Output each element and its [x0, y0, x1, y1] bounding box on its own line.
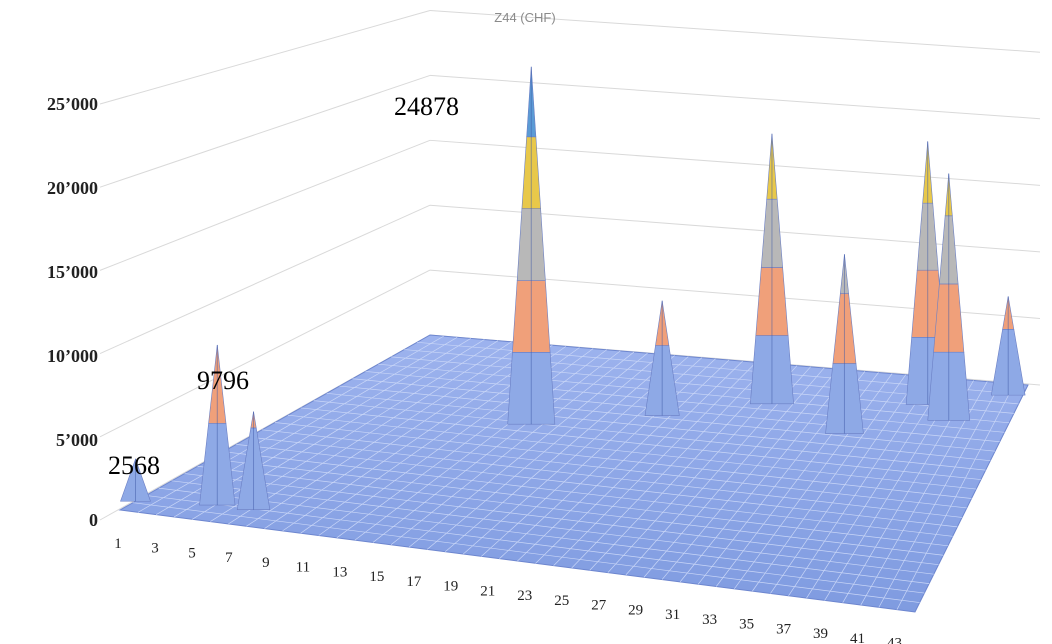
mesh-line [287, 414, 977, 490]
surface-peak [507, 66, 556, 425]
mesh-line [210, 458, 948, 547]
mesh-line [326, 392, 991, 462]
x-tick-label: 13 [332, 564, 347, 580]
x-tick-label: 23 [517, 588, 532, 604]
x-tick-label: 5 [188, 545, 196, 561]
surface-peak [644, 300, 680, 416]
grid-line-left [99, 139, 431, 271]
mesh-line [236, 444, 958, 528]
mesh-line [274, 422, 972, 499]
mesh-line [132, 502, 920, 603]
mesh-line [223, 451, 953, 537]
y-tick-label: 5’000 [56, 430, 98, 450]
y-tick-label: 20’000 [47, 178, 98, 198]
grid-line-back [429, 74, 1041, 120]
mesh-line [313, 400, 986, 471]
surface-peak [199, 344, 236, 506]
x-tick-label: 41 [850, 631, 865, 644]
x-tick-label: 21 [480, 583, 495, 599]
mesh-line [300, 407, 981, 480]
surface-peaks [120, 66, 1026, 510]
grid-line-left [99, 269, 431, 438]
y-tick-label: 0 [89, 510, 98, 530]
surface-peak [120, 458, 151, 502]
x-tick-label: 37 [776, 621, 792, 637]
mesh-line [249, 436, 963, 518]
x-tick-label: 9 [262, 555, 270, 571]
mesh-line [365, 371, 1005, 433]
surface-peak [750, 133, 794, 405]
x-tick-label: 15 [369, 569, 384, 585]
x-tick-label: 3 [151, 541, 159, 557]
x-tick-label: 33 [702, 612, 717, 628]
y-tick-label: 10’000 [47, 346, 98, 366]
surface-peak [825, 254, 864, 434]
chart-title: Z44 (CHF) [494, 10, 555, 25]
x-tick-label: 1 [114, 536, 122, 552]
mesh-line [378, 363, 1010, 424]
grid-line-back [429, 10, 1041, 53]
y-tick-label: 15’000 [47, 262, 98, 282]
x-tick-label: 7 [225, 550, 233, 566]
x-tick-label: 39 [813, 626, 828, 642]
mesh-line [197, 465, 944, 556]
x-tick-label: 25 [554, 593, 569, 609]
mesh-line [145, 495, 925, 594]
data-label: 24878 [394, 92, 459, 121]
data-label: 9796 [197, 366, 249, 395]
mesh-line [262, 429, 967, 509]
mesh-line [158, 487, 930, 584]
x-tick-label: 43 [887, 636, 902, 644]
mesh-line [339, 385, 996, 452]
mesh-line [184, 473, 939, 566]
x-tick-label: 29 [628, 602, 643, 618]
x-tick-label: 19 [443, 579, 458, 595]
grid-line-left [99, 204, 431, 355]
data-label: 2568 [108, 451, 160, 480]
x-tick-label: 11 [296, 560, 310, 576]
surface-peak [990, 296, 1026, 396]
y-tick-label: 25’000 [47, 94, 98, 114]
grid-line-left [99, 74, 431, 188]
y-axis: 0 5’000 10’000 15’000 20’000 25’000 [47, 94, 98, 530]
x-tick-label: 35 [739, 617, 754, 633]
surface-peak [927, 173, 971, 421]
mesh-line [171, 480, 934, 575]
x-tick-label: 17 [406, 574, 422, 590]
x-tick-label: 31 [665, 607, 680, 623]
x-tick-label: 27 [591, 598, 607, 614]
surface-peak [236, 411, 271, 510]
grid-line-left [99, 10, 431, 105]
x-axis: 1 3 5 7 9 11 13 15 17 19 21 23 25 27 29 31 33 35 37 39 41 43 [114, 536, 902, 644]
